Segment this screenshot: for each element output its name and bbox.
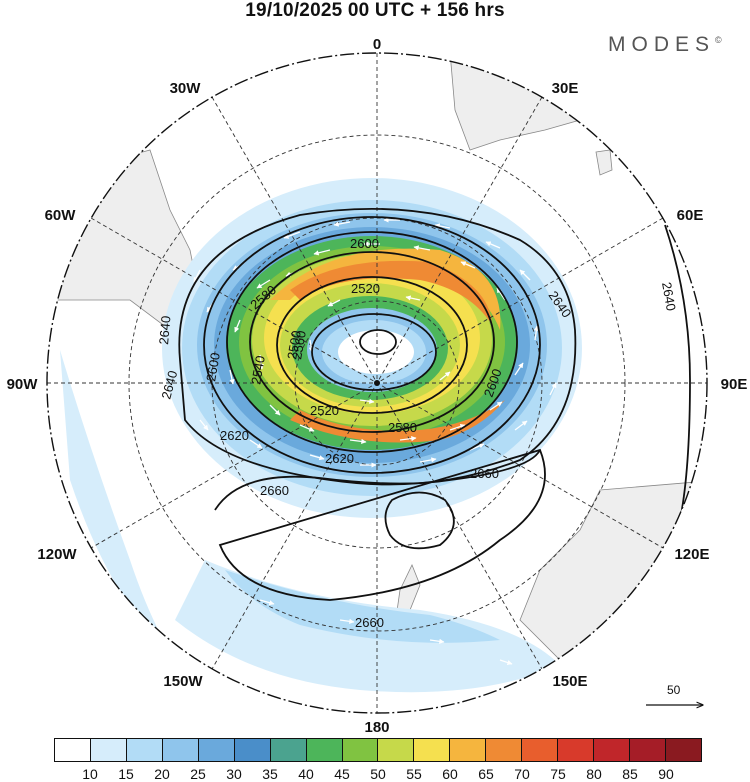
- brand-name: MODES: [608, 33, 716, 56]
- colorbar-swatch: [90, 739, 127, 761]
- contour-label: 2620: [325, 451, 354, 466]
- colorbar-swatch: [450, 739, 487, 761]
- lon-label-60e: 60E: [677, 207, 704, 224]
- longitude-labels: 0 30E 60E 90E 120E 150E 180 150W 120W 90…: [7, 36, 748, 736]
- colorbar-tick-label: 40: [298, 766, 314, 782]
- colorbar-swatch: [594, 739, 630, 761]
- colorbar-swatch: [486, 739, 523, 761]
- lon-label-120e: 120E: [674, 546, 709, 563]
- colorbar-tick-label: 25: [190, 766, 206, 782]
- brand-mark: ©: [715, 35, 722, 45]
- colorbar-swatch: [55, 739, 91, 761]
- colorbar-swatch: [306, 739, 343, 761]
- lon-label-0: 0: [373, 36, 381, 53]
- colorbar-tick-label: 70: [514, 766, 530, 782]
- contour-label: 2520: [310, 403, 339, 418]
- lon-label-120w: 120W: [37, 546, 77, 563]
- colorbar-swatch: [270, 739, 307, 761]
- contour-label: 2640: [156, 315, 173, 345]
- wind-calm-center: [338, 330, 414, 374]
- contour-label: 2580: [388, 420, 417, 435]
- madagascar-land: [595, 149, 613, 176]
- wind-jet-core-75: [290, 260, 492, 325]
- colorbar-tick-label: 35: [262, 766, 278, 782]
- colorbar: [54, 738, 702, 762]
- wind-band-southern-15-20: [225, 570, 500, 643]
- lon-label-90e: 90E: [721, 376, 748, 393]
- lon-label-150w: 150W: [163, 673, 203, 690]
- colorbar-tick-label: 30: [226, 766, 242, 782]
- lon-label-60w: 60W: [45, 207, 77, 224]
- colorbar-swatch: [630, 739, 666, 761]
- colorbar-swatch: [558, 739, 595, 761]
- colorbar-tick-label: 90: [658, 766, 674, 782]
- colorbar-swatch: [162, 739, 199, 761]
- contour-label: 2660: [260, 483, 289, 498]
- contour-label: 2620: [220, 428, 249, 443]
- contour-label: 2640: [158, 369, 180, 401]
- colorbar-tick-label: 45: [334, 766, 350, 782]
- contour-label: 2560: [289, 329, 309, 360]
- map-boundary: [46, 52, 708, 714]
- colorbar-swatch: [522, 739, 559, 761]
- lon-label-30w: 30W: [170, 80, 202, 97]
- colorbar-tick-label: 85: [622, 766, 638, 782]
- wind-band-western-10-15: [60, 350, 175, 660]
- reference-vector-label: 50: [667, 683, 681, 697]
- lon-label-150e: 150E: [552, 673, 587, 690]
- contour-label: 2660: [470, 466, 499, 481]
- lon-label-180: 180: [364, 719, 389, 736]
- colorbar-swatch: [126, 739, 163, 761]
- south-pole-dot: [374, 380, 380, 386]
- contour-label: 2600: [350, 236, 379, 251]
- lon-label-90w: 90W: [7, 376, 39, 393]
- brand-logo: MODES©: [608, 33, 722, 57]
- colorbar-swatch: [198, 739, 235, 761]
- colorbar-tick-label: 10: [82, 766, 98, 782]
- colorbar-swatch: [342, 739, 379, 761]
- contour-label: 2600: [203, 351, 223, 382]
- wind-jet-lower-70: [290, 400, 505, 443]
- wind-speed-shading: [60, 178, 582, 693]
- colorbar-tick-label: 20: [154, 766, 170, 782]
- colorbar-tick-label: 55: [406, 766, 422, 782]
- contour-label: 2640: [659, 281, 679, 312]
- colorbar-tick-label: 60: [442, 766, 458, 782]
- contour-label: 2500: [284, 329, 304, 360]
- contour-label: 2660: [355, 615, 384, 630]
- colorbar-swatch: [378, 739, 415, 761]
- contour-label: 2540: [248, 354, 268, 385]
- colorbar-tick-label: 80: [586, 766, 602, 782]
- colorbar-swatch: [414, 739, 451, 761]
- lon-label-30e: 30E: [552, 80, 579, 97]
- wind-streamlines: [83, 217, 557, 665]
- map-title: 19/10/2025 00 UTC + 156 hrs: [245, 0, 505, 21]
- colorbar-swatch: [234, 739, 271, 761]
- contour-label: 2520: [351, 281, 380, 296]
- colorbar-tick-label: 75: [550, 766, 566, 782]
- colorbar-labels: 10 15 20 25 30 35 40 45 50 55 60 65 70 75 80 85 90: [54, 766, 702, 782]
- colorbar-tick-label: 50: [370, 766, 386, 782]
- colorbar-tick-label: 15: [118, 766, 134, 782]
- colorbar-swatch: [665, 739, 701, 761]
- colorbar-tick-label: 65: [478, 766, 494, 782]
